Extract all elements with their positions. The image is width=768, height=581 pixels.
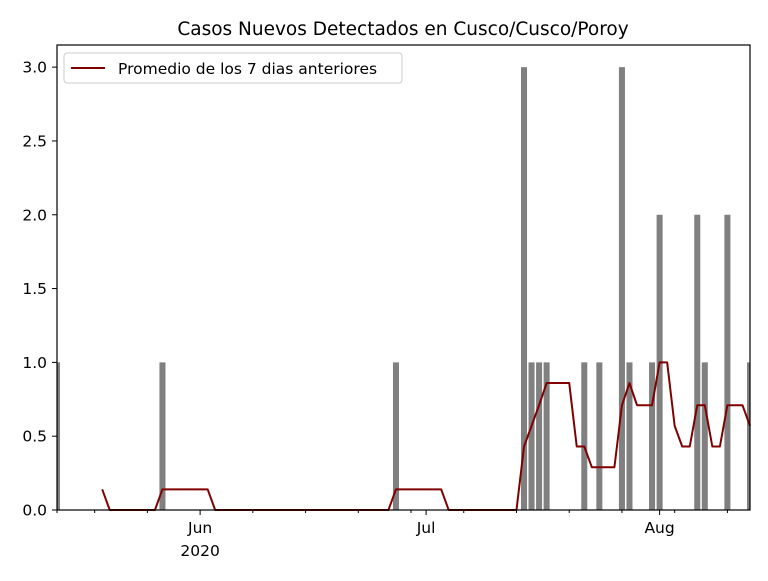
legend-box bbox=[63, 52, 403, 84]
x-tick-label: Aug bbox=[644, 519, 674, 537]
bar-2020-07-15 bbox=[528, 362, 535, 510]
bar-2020-07-22 bbox=[581, 362, 588, 510]
y-tick-label: 1.5 bbox=[22, 280, 47, 298]
y-tick-label: 2.0 bbox=[22, 206, 47, 224]
bar-2020-07-27 bbox=[618, 67, 625, 511]
y-axis: 0.0 0.5 1.0 1.5 2.0 2.5 3.0 bbox=[22, 59, 57, 520]
bar-2020-07-14 bbox=[521, 67, 528, 511]
y-tick-label: 0.5 bbox=[22, 428, 47, 446]
legend-label: Promedio de los 7 dias anteriores bbox=[118, 60, 377, 78]
bar-2020-05-27 bbox=[159, 362, 166, 510]
bar-2020-07-17 bbox=[543, 362, 550, 510]
legend: Promedio de los 7 dias anteriores bbox=[63, 52, 403, 84]
bar-2020-08-07 bbox=[701, 362, 708, 510]
bar-2020-07-16 bbox=[536, 362, 543, 510]
bar-2020-07-31 bbox=[649, 362, 656, 510]
bar-2020-08-06 bbox=[694, 214, 701, 510]
bar-2020-05-13 bbox=[57, 362, 61, 510]
y-tick-label: 1.0 bbox=[22, 354, 47, 372]
bars-layer bbox=[57, 67, 750, 511]
chart-title: Casos Nuevos Detectados en Cusco/Cusco/P… bbox=[177, 19, 628, 40]
plot-area-frame bbox=[56, 44, 751, 511]
bar-2020-08-10 bbox=[724, 214, 731, 510]
y-tick-label: 0.0 bbox=[22, 502, 47, 520]
bar-2020-07-28 bbox=[626, 362, 633, 510]
y-tick-label: 2.5 bbox=[22, 132, 47, 150]
bar-2020-06-27 bbox=[392, 362, 399, 510]
bar-2020-07-24 bbox=[596, 362, 603, 510]
x-tick-label: Jul bbox=[416, 519, 436, 537]
x-tick-sublabel: 2020 bbox=[180, 542, 219, 560]
x-tick-label: Jun bbox=[187, 519, 212, 537]
x-axis: Jun 2020 Jul Aug bbox=[56, 510, 728, 560]
bar-2020-08-13 bbox=[746, 362, 750, 510]
y-tick-label: 3.0 bbox=[22, 59, 47, 77]
